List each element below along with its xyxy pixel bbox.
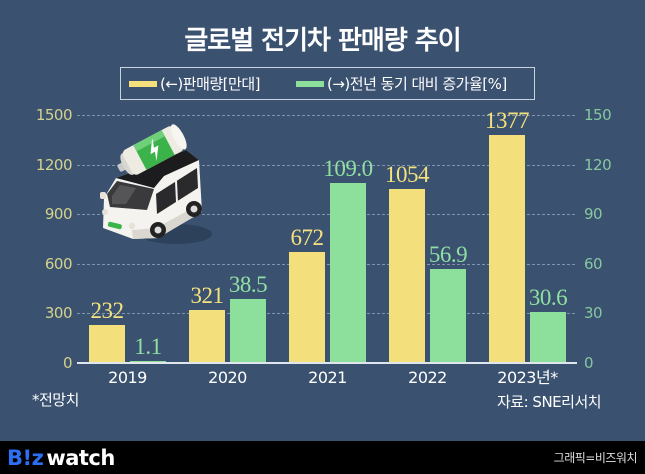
right-axis-tick: 60: [584, 255, 603, 273]
growth-value-label: 56.9: [428, 242, 468, 267]
growth-bar: [530, 312, 566, 363]
category-label: 2022: [408, 368, 447, 387]
sales-bar: [89, 324, 125, 363]
gridline: [77, 264, 575, 265]
legend-swatch-green: [296, 80, 324, 87]
left-axis-tick: 1200: [35, 156, 73, 174]
legend-label-growth: (→)전년 동기 대비 증가율[%]: [327, 75, 507, 93]
graphic-credit: 그래픽=비즈워치: [553, 451, 638, 465]
gridline: [77, 214, 575, 215]
sales-value-label: 1377: [485, 108, 530, 133]
category-label: 2019: [108, 368, 147, 387]
footer-bar: B!z watch 그래픽=비즈워치: [0, 441, 645, 474]
left-axis-tick: 300: [44, 304, 73, 322]
right-axis-tick: 0: [584, 354, 594, 372]
x-axis-baseline: [77, 362, 577, 364]
category-label: 2020: [208, 368, 247, 387]
legend-swatch-yellow: [129, 80, 157, 87]
growth-value-label: 38.5: [228, 272, 268, 297]
growth-value-label: 109.0: [323, 156, 373, 181]
category-label: 2023년*: [497, 368, 558, 387]
left-axis-tick: 900: [44, 205, 73, 223]
left-axis-tick: 0: [62, 354, 73, 372]
right-axis-tick: 120: [584, 156, 612, 174]
growth-bar: [430, 268, 466, 363]
bizwatch-logo[interactable]: B!z watch: [7, 446, 115, 470]
gridline: [77, 115, 575, 116]
gridline: [77, 165, 575, 166]
left-axis-tick: 1500: [35, 106, 73, 124]
sales-bar: [489, 135, 525, 363]
right-axis-tick: 30: [584, 304, 603, 322]
legend: (←)판매량[만대] (→)전년 동기 대비 증가율[%]: [120, 67, 535, 100]
gridline: [77, 313, 575, 314]
sales-value-label: 321: [190, 283, 225, 308]
source-note: 자료: SNE리서치: [497, 393, 602, 411]
logo-watch: watch: [46, 446, 115, 470]
sales-value-label: 232: [90, 298, 125, 323]
sales-bar: [189, 309, 225, 363]
forecast-footnote: *전망치: [32, 391, 79, 409]
legend-item-growth: (→)전년 동기 대비 증가율[%]: [296, 68, 507, 99]
growth-bar: [330, 182, 366, 363]
growth-bar: [230, 299, 266, 363]
sales-bar: [289, 251, 325, 363]
growth-value-label: 30.6: [528, 285, 568, 310]
left-axis-tick: 600: [44, 255, 73, 273]
chart-title: 글로벌 전기차 판매량 추이: [184, 26, 461, 56]
growth-value-label: 1.1: [134, 334, 162, 359]
legend-item-sales: (←)판매량[만대]: [129, 68, 260, 99]
legend-label-sales: (←)판매량[만대]: [160, 75, 260, 93]
right-axis-tick: 90: [584, 205, 603, 223]
category-label: 2021: [308, 368, 347, 387]
sales-bar: [389, 188, 425, 363]
logo-biz: B!z: [7, 446, 44, 470]
sales-value-label: 1054: [385, 162, 430, 187]
electric-car-icon: [100, 124, 212, 244]
sales-value-label: 672: [290, 225, 325, 250]
right-axis-tick: 150: [584, 106, 612, 124]
